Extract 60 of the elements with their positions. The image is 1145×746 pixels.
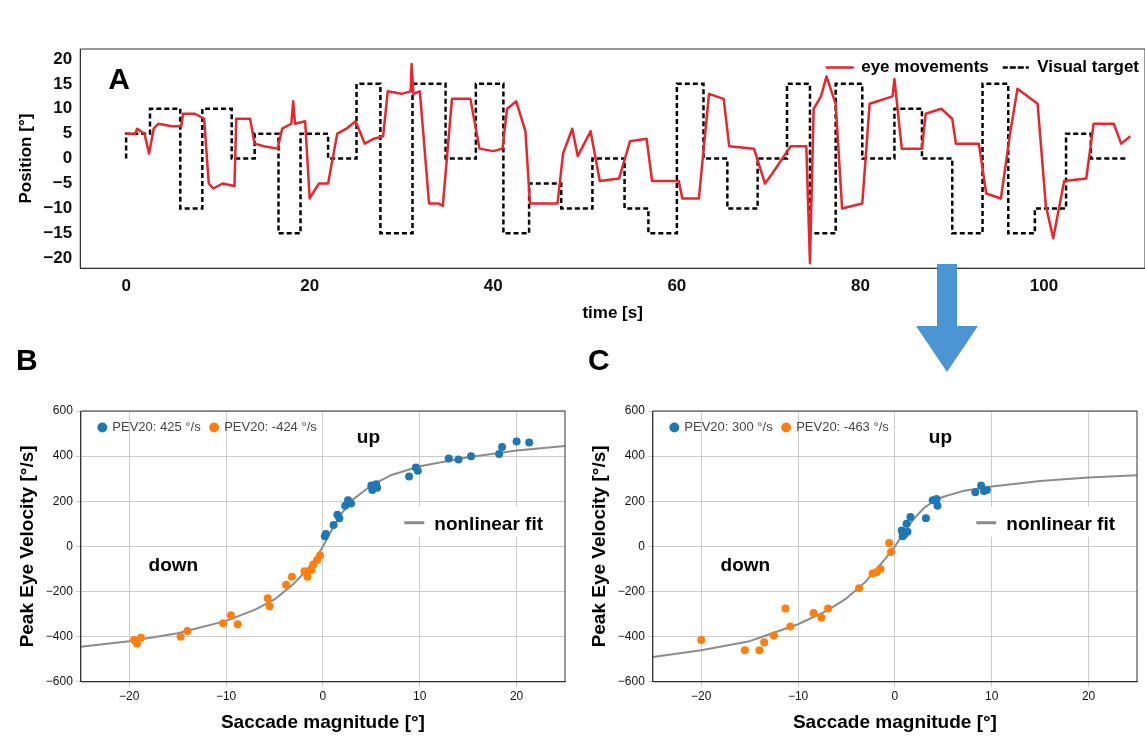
y-tick-label: 0 xyxy=(66,538,74,553)
y-tick-label: 400 xyxy=(52,448,74,463)
y-tick-label: −600 xyxy=(45,674,74,689)
x-tick-label: 40 xyxy=(483,276,503,296)
y-axis-title: Peak Eye Velocity [°/s] xyxy=(15,445,37,648)
y-tick-label: 400 xyxy=(624,448,646,463)
x-tick-label: 0 xyxy=(891,689,899,704)
x-tick-label: 10 xyxy=(985,689,999,704)
x-axis-title: time [s] xyxy=(582,303,643,323)
x-tick-label: 10 xyxy=(413,689,427,704)
y-tick-label: −5 xyxy=(52,173,73,193)
legend-label: PEV20: 425 °/s xyxy=(112,419,202,435)
legend-label: PEV20: 300 °/s xyxy=(684,419,774,435)
x-tick-label: −20 xyxy=(691,689,712,704)
y-tick-label: −200 xyxy=(45,583,74,598)
y-axis-title: Position [°] xyxy=(15,113,35,204)
chart-title: B xyxy=(16,343,38,376)
y-tick-label: 600 xyxy=(52,403,74,418)
y-tick-label: −600 xyxy=(617,674,646,689)
legend-label: nonlinear fit xyxy=(1006,512,1116,534)
y-tick-label: 0 xyxy=(638,538,646,553)
legend-label: nonlinear fit xyxy=(434,512,544,534)
y-tick-label: 600 xyxy=(624,403,646,418)
annotation: up xyxy=(356,426,381,448)
annotation: down xyxy=(148,553,199,575)
x-tick-label: 20 xyxy=(300,276,320,296)
x-tick-label: 100 xyxy=(1029,276,1059,296)
y-tick-label: −200 xyxy=(617,583,646,598)
y-axis-title: Peak Eye Velocity [°/s] xyxy=(587,445,609,648)
y-tick-label: −10 xyxy=(43,198,73,218)
x-tick-label: 0 xyxy=(121,276,131,296)
legend-label: PEV20: -463 °/s xyxy=(796,419,890,435)
legend-label: PEV20: -424 °/s xyxy=(224,419,318,435)
y-tick-label: 10 xyxy=(53,98,73,118)
x-tick-label: −20 xyxy=(119,689,140,704)
y-tick-label: −400 xyxy=(617,628,646,643)
legend-label: Visual target xyxy=(1037,57,1140,77)
annotation: up xyxy=(928,426,953,448)
legend-label: eye movements xyxy=(861,57,989,77)
y-tick-label: 200 xyxy=(624,493,646,508)
y-tick-label: 15 xyxy=(53,73,73,93)
y-tick-label: 20 xyxy=(53,48,73,68)
y-tick-label: 5 xyxy=(62,123,73,143)
x-axis-title: Saccade magnitude [°] xyxy=(220,710,425,732)
y-tick-label: −20 xyxy=(43,247,73,267)
y-tick-label: −15 xyxy=(43,223,73,243)
chart-title: C xyxy=(588,343,610,376)
x-tick-label: −10 xyxy=(787,689,809,704)
chart-title: A xyxy=(108,62,130,95)
x-tick-label: 80 xyxy=(850,276,870,296)
x-tick-label: 20 xyxy=(1081,689,1096,704)
y-tick-label: 0 xyxy=(62,148,73,168)
x-tick-label: −10 xyxy=(215,689,237,704)
y-tick-label: −400 xyxy=(45,628,74,643)
x-axis-title: Saccade magnitude [°] xyxy=(792,710,997,732)
x-tick-label: 20 xyxy=(509,689,524,704)
x-tick-label: 60 xyxy=(667,276,687,296)
annotation: down xyxy=(720,553,771,575)
y-tick-label: 200 xyxy=(52,493,74,508)
x-tick-label: 0 xyxy=(319,689,327,704)
